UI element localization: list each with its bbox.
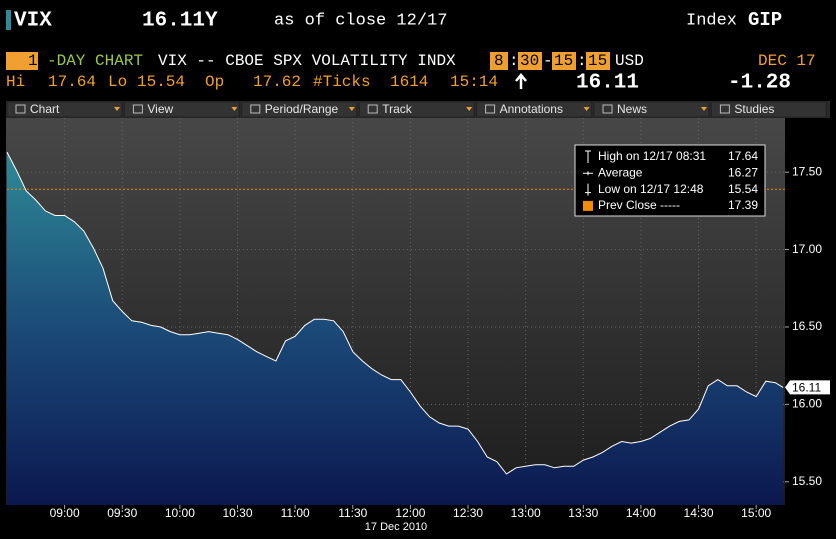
toolbar-label[interactable]: Chart bbox=[30, 102, 60, 116]
start-hour[interactable]: 8 bbox=[494, 52, 504, 70]
icon bbox=[6, 10, 11, 30]
op: 17.62 bbox=[253, 73, 301, 91]
toolbar-button[interactable] bbox=[476, 101, 593, 118]
toolbar-label[interactable]: Studies bbox=[734, 102, 774, 116]
price: 16.11Y bbox=[142, 10, 218, 33]
button-icon bbox=[367, 104, 378, 114]
x-tick-label: 15:00 bbox=[741, 506, 771, 520]
toolbar-label[interactable]: Annotations bbox=[500, 102, 563, 116]
y-tick-label: 17.00 bbox=[792, 242, 822, 256]
as-of: as of close 12/17 bbox=[274, 11, 447, 30]
area bbox=[7, 152, 784, 505]
toolbar-button[interactable] bbox=[593, 101, 710, 118]
hi: 17.64 bbox=[48, 73, 96, 91]
hi-label: Hi bbox=[6, 73, 25, 91]
description: VIX -- CBOE SPX VOLATILITY INDX bbox=[158, 52, 456, 70]
period-label: -DAY CHART bbox=[47, 52, 143, 70]
end-min[interactable]: 15 bbox=[588, 52, 607, 70]
toolbar-button[interactable] bbox=[710, 101, 827, 118]
legend-icon bbox=[583, 171, 593, 176]
last: 16.11 bbox=[576, 72, 639, 95]
ticks-label: #Ticks bbox=[313, 73, 371, 91]
legend-value: 16.27 bbox=[728, 165, 758, 179]
field-box[interactable] bbox=[552, 52, 576, 70]
y-tick-label: 15.50 bbox=[792, 474, 822, 488]
lo-label: Lo bbox=[108, 73, 127, 91]
x-tick-label: 13:00 bbox=[511, 506, 541, 520]
toolbar-label[interactable]: News bbox=[617, 102, 647, 116]
lo: 15.54 bbox=[137, 73, 185, 91]
button-icon bbox=[485, 104, 496, 114]
toolbar-button[interactable] bbox=[358, 101, 475, 118]
legend-value: 17.64 bbox=[728, 149, 758, 163]
x-tick-label: 09:30 bbox=[107, 506, 137, 520]
sep: : bbox=[577, 52, 587, 70]
end-hour[interactable]: 15 bbox=[554, 52, 573, 70]
start-min[interactable]: 30 bbox=[520, 52, 539, 70]
y-tick-label: 16.50 bbox=[792, 319, 822, 333]
change: -1.28 bbox=[728, 72, 791, 95]
dropdown-arrow bbox=[231, 107, 238, 111]
toolbar-label[interactable]: View bbox=[147, 102, 173, 116]
market: Index bbox=[686, 11, 737, 30]
legend-value: 15.54 bbox=[728, 182, 758, 196]
legend-box bbox=[574, 144, 766, 217]
toolbar-button[interactable] bbox=[6, 101, 123, 118]
function: GIP bbox=[748, 9, 782, 31]
sep: - bbox=[543, 52, 553, 70]
toolbar-button[interactable] bbox=[241, 101, 358, 118]
field-box[interactable] bbox=[490, 52, 508, 70]
button-icon bbox=[132, 104, 143, 114]
x-tick-label: 10:00 bbox=[165, 506, 195, 520]
dropdown-arrow bbox=[348, 107, 355, 111]
legend-swatch bbox=[583, 200, 593, 211]
toolbar-label[interactable]: Track bbox=[382, 102, 413, 116]
period[interactable]: 1 bbox=[28, 52, 38, 70]
time: 15:14 bbox=[450, 73, 498, 91]
legend-label: Average bbox=[598, 165, 643, 179]
field-box[interactable] bbox=[6, 52, 38, 70]
x-tick-label: 09:00 bbox=[50, 506, 80, 520]
field-box[interactable] bbox=[518, 52, 542, 70]
currency: USD bbox=[615, 52, 644, 70]
ticker: VIX bbox=[14, 10, 52, 33]
ticks: 1614 bbox=[390, 73, 428, 91]
x-tick-label: 10:30 bbox=[223, 506, 253, 520]
field-box[interactable] bbox=[586, 52, 610, 70]
legend-label: High on 12/17 08:31 bbox=[598, 149, 706, 163]
legend-value: 17.39 bbox=[728, 198, 758, 212]
x-axis-label: 17 Dec 2010 bbox=[365, 521, 427, 533]
sep: : bbox=[509, 52, 519, 70]
x-tick-label: 14:00 bbox=[626, 506, 656, 520]
dropdown-arrow bbox=[583, 107, 590, 111]
last-price-label: 16.11 bbox=[792, 381, 821, 395]
legend-icon bbox=[585, 183, 591, 196]
x-tick-label: 11:30 bbox=[338, 506, 367, 520]
toolbar-label[interactable]: Period/Range bbox=[265, 102, 339, 116]
dropdown-arrow bbox=[114, 107, 120, 111]
up-arrow bbox=[515, 73, 527, 89]
x-tick-label: 13:30 bbox=[568, 506, 598, 520]
op-label: Op bbox=[205, 73, 224, 91]
legend-label: Prev Close ----- bbox=[598, 198, 680, 212]
button-icon bbox=[602, 104, 613, 114]
line bbox=[6, 151, 784, 475]
button-icon bbox=[15, 104, 26, 114]
button-icon bbox=[250, 104, 261, 114]
x-tick-label: 12:30 bbox=[453, 506, 483, 520]
dropdown-arrow bbox=[466, 107, 473, 111]
y-tick-label: 16.00 bbox=[792, 397, 822, 411]
x-tick-label: 14:30 bbox=[684, 506, 714, 520]
x-tick-label: 12:00 bbox=[395, 506, 425, 520]
toolbar-button[interactable] bbox=[123, 101, 240, 118]
button-icon bbox=[719, 104, 730, 114]
legend-label: Low on 12/17 12:48 bbox=[598, 182, 704, 196]
y-tick-label: 17.50 bbox=[792, 164, 822, 178]
x-tick-label: 11:00 bbox=[281, 506, 310, 520]
date: DEC 17 bbox=[758, 52, 816, 70]
last-price-tag bbox=[785, 380, 830, 395]
dropdown-arrow bbox=[701, 107, 707, 111]
legend-icon bbox=[585, 150, 591, 163]
